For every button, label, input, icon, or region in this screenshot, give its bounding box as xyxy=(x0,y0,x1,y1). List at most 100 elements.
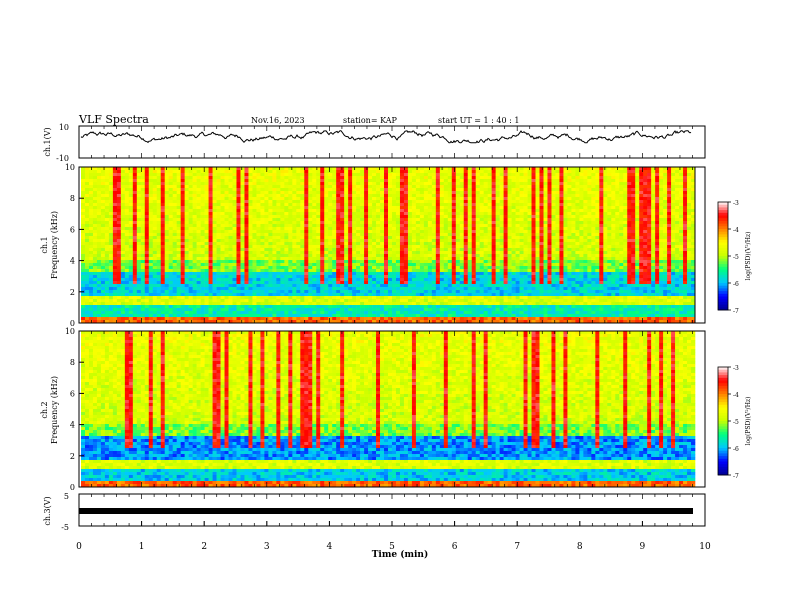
spectrogram-cell xyxy=(503,221,508,225)
spectrogram-cell xyxy=(459,206,465,210)
spectrogram-cell xyxy=(483,215,488,219)
spectrogram-cell xyxy=(523,248,528,252)
spectrogram-cell xyxy=(411,179,417,183)
spectrogram-cell xyxy=(551,173,556,177)
spectrogram-cell xyxy=(308,182,313,186)
spectrogram-cell xyxy=(487,173,492,177)
spectrogram-cell xyxy=(132,203,138,207)
spectrogram-cell xyxy=(172,257,177,261)
spectrogram-cell xyxy=(316,233,321,237)
spectrogram-cell xyxy=(224,215,229,219)
spectrogram-cell xyxy=(615,197,620,201)
spectrogram-cell xyxy=(643,254,648,258)
spectrogram-cell xyxy=(156,185,162,189)
spectrogram-cell xyxy=(312,224,317,228)
spectrogram-cell xyxy=(627,176,632,180)
spectrogram-cell xyxy=(471,242,477,246)
spectrogram-cell xyxy=(380,233,385,237)
spectrogram-cell xyxy=(340,227,345,231)
spectrogram-cell xyxy=(571,203,576,207)
spectrogram-cell xyxy=(647,221,652,225)
spectrogram-cell xyxy=(136,185,142,189)
spectrogram-cell xyxy=(531,227,536,231)
spectrogram-cell xyxy=(312,197,317,201)
spectrogram-cell xyxy=(368,221,373,225)
spectrogram-cell xyxy=(423,188,429,192)
spectrogram-cell xyxy=(535,200,540,204)
spectrogram-cell xyxy=(611,254,616,258)
spectrogram-cell xyxy=(631,194,636,198)
spectrogram-cell xyxy=(679,245,684,249)
spectrogram-cell xyxy=(88,206,94,210)
spectrogram-cell xyxy=(399,257,405,261)
spectrogram-cell xyxy=(411,230,417,234)
spectrogram-cell xyxy=(671,233,676,237)
spectrogram-cell xyxy=(475,185,480,189)
spectrogram-cell xyxy=(176,236,181,240)
spectrogram-cell xyxy=(84,191,90,195)
spectrogram-cell xyxy=(659,260,664,264)
spectrogram-cell xyxy=(655,194,660,198)
spectrogram-cell xyxy=(348,170,353,174)
spectrogram-cell xyxy=(595,233,600,237)
spectrogram-cell xyxy=(96,191,102,195)
spectrogram-cell xyxy=(284,245,289,249)
spectrogram-cell xyxy=(615,206,620,210)
spectrogram-cell xyxy=(200,203,205,207)
spectrogram-cell xyxy=(144,254,150,258)
spectrogram-cell xyxy=(260,239,265,243)
spectrogram-cell xyxy=(391,194,397,198)
spectrogram-cell xyxy=(487,218,492,222)
spectrogram-cell xyxy=(328,242,333,246)
spectrogram-cell xyxy=(399,254,405,258)
spectrogram-cell xyxy=(631,167,636,171)
spectrogram-cell xyxy=(599,209,604,213)
spectrogram-cell xyxy=(184,209,189,213)
spectrogram-cell xyxy=(152,233,158,237)
spectrogram-cell xyxy=(288,233,293,237)
spectrogram-cell xyxy=(216,260,221,264)
spectrogram-cell xyxy=(260,197,265,201)
spectrogram-cell xyxy=(188,206,193,210)
spectrogram-cell xyxy=(619,221,624,225)
spectrogram-cell xyxy=(276,245,281,249)
spectrogram-cell xyxy=(124,218,130,222)
spectrogram-cell xyxy=(447,170,453,174)
spectrogram-cell xyxy=(411,209,417,213)
spectrogram-cell xyxy=(471,200,477,204)
spectrogram-cell xyxy=(587,215,592,219)
spectrogram-cell xyxy=(491,236,496,240)
spectrogram-cell xyxy=(320,212,325,216)
spectrogram-cell xyxy=(459,170,465,174)
spectrogram-cell xyxy=(328,188,333,192)
spectrogram-cell xyxy=(623,197,628,201)
spectrogram-cell xyxy=(268,200,273,204)
spectrogram-cell xyxy=(479,167,484,171)
spectrogram-cell xyxy=(419,197,425,201)
spectrogram-cell xyxy=(236,185,241,189)
spectrogram-cell xyxy=(671,173,676,177)
spectrogram-cell xyxy=(515,194,520,198)
spectrogram-cell xyxy=(435,221,441,225)
spectrogram-cell xyxy=(268,242,273,246)
spectrogram-cell xyxy=(180,212,185,216)
spectrogram-cell xyxy=(316,215,321,219)
spectrogram-cell xyxy=(260,263,265,267)
spectrogram-cell xyxy=(687,167,692,171)
spectrogram-cell xyxy=(635,188,640,192)
spectrogram-cell xyxy=(160,218,166,222)
spectrogram-cell xyxy=(272,167,277,171)
spectrogram-cell xyxy=(679,185,684,189)
ch1-waveform-frame xyxy=(78,125,706,159)
spectrogram-cell xyxy=(679,230,684,234)
spectrogram-cell xyxy=(92,197,98,201)
spectrogram-cell xyxy=(687,245,692,249)
spectrogram-cell xyxy=(475,176,480,180)
spectrogram-cell xyxy=(220,248,225,252)
spectrogram-cell xyxy=(391,209,397,213)
spectrogram-cell xyxy=(523,194,528,198)
spectrogram-cell xyxy=(120,179,126,183)
spectrogram-cell xyxy=(599,188,604,192)
spectrogram-cell xyxy=(312,251,317,255)
spectrogram-cell xyxy=(663,254,668,258)
